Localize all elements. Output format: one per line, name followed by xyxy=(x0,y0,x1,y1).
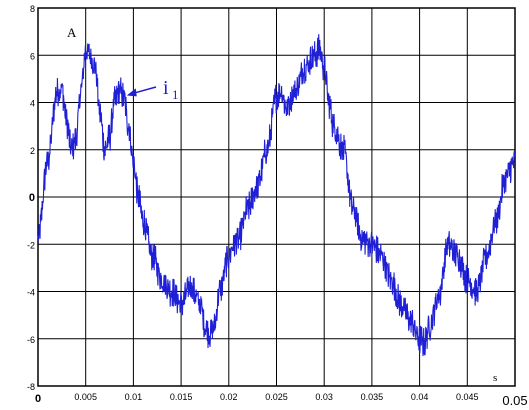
series-annotation: i 1 xyxy=(126,77,179,102)
x-tick-label: 0.015 xyxy=(170,392,193,402)
y-tick-label: 6 xyxy=(30,51,35,61)
x-unit-label: s xyxy=(493,372,497,384)
y-unit-label: A xyxy=(67,25,77,40)
x-tick-label: 0.02 xyxy=(220,392,238,402)
x-tick-label: 0.03 xyxy=(315,392,333,402)
x-tick-label: 0.01 xyxy=(125,392,143,402)
series-i1 xyxy=(37,34,516,357)
y-tick-label: -8 xyxy=(27,382,35,392)
annotation-arrow xyxy=(132,86,157,95)
grid xyxy=(37,7,516,387)
x-tick-label: 0.05 xyxy=(502,393,527,408)
tick-labels: 0 0.005 0.01 0.015 0.02 0.025 0.03 0.035 0.04 0.0… xyxy=(27,4,528,408)
y-tick-label: -4 xyxy=(27,288,35,298)
x-tick-label: 0 xyxy=(35,393,41,405)
x-tick-label: 0.035 xyxy=(361,392,384,402)
y-tick-label: 0 xyxy=(29,192,35,204)
series-line-i1 xyxy=(37,34,516,357)
y-tick-label: 2 xyxy=(30,146,35,156)
x-tick-label: 0.04 xyxy=(411,392,429,402)
series-label-subscript: 1 xyxy=(172,87,179,102)
y-tick-label: -6 xyxy=(27,335,35,345)
annotation-arrowhead xyxy=(126,88,137,97)
y-tick-label: 8 xyxy=(30,4,35,14)
y-tick-label: 4 xyxy=(30,99,35,109)
series-label-main: i xyxy=(163,77,169,99)
x-tick-label: 0.005 xyxy=(74,392,97,402)
y-tick-label: -2 xyxy=(27,240,35,250)
plot-frame xyxy=(37,7,516,387)
x-tick-label: 0.045 xyxy=(456,392,479,402)
x-tick-label: 0.025 xyxy=(265,392,288,402)
